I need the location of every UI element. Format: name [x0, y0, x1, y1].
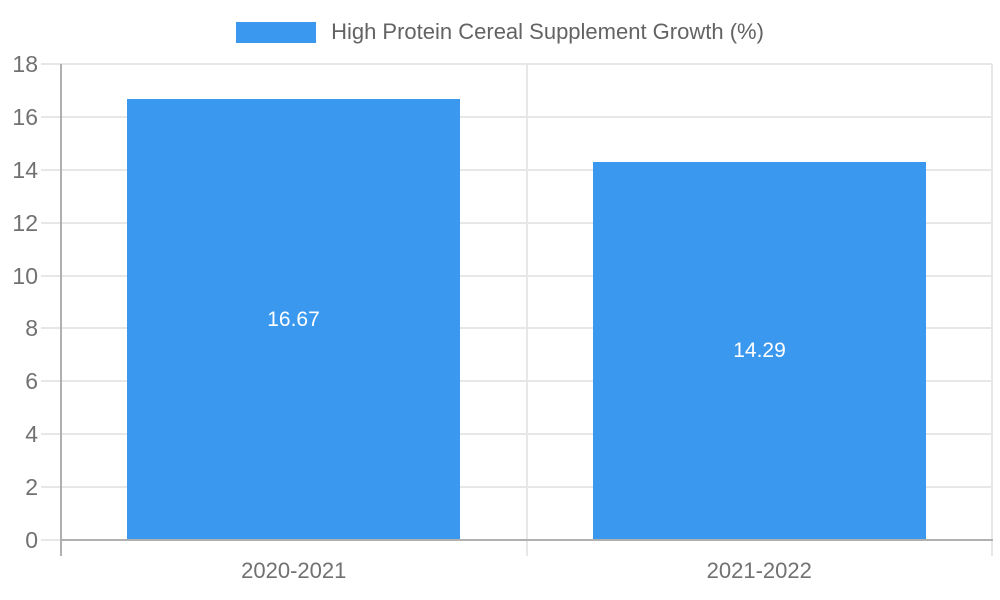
bar-value-label: 16.67	[267, 307, 320, 331]
y-tick	[41, 168, 61, 171]
y-tick	[41, 221, 61, 224]
y-tick	[41, 539, 61, 541]
y-tick	[41, 115, 61, 118]
v-gridline	[525, 64, 528, 556]
legend-swatch	[236, 21, 317, 43]
y-tick	[41, 486, 61, 489]
y-tick-label: 18	[12, 51, 38, 77]
chart-legend: High Protein Cereal Supplement Growth (%…	[0, 18, 1000, 46]
y-tick-label: 2	[25, 474, 38, 501]
bar-2020-2021: 16.67	[127, 99, 460, 540]
y-tick-label: 4	[25, 421, 38, 448]
bar-value-label: 14.29	[733, 339, 786, 363]
y-tick-label: 14	[12, 156, 38, 183]
x-axis-line	[60, 539, 993, 541]
y-axis-line	[60, 64, 62, 556]
y-tick	[41, 327, 61, 330]
legend-label: High Protein Cereal Supplement Growth (%…	[331, 19, 764, 44]
y-tick	[41, 63, 61, 65]
y-tick-label: 10	[12, 262, 38, 289]
x-tick-label: 2020-2021	[241, 558, 347, 583]
y-tick-label: 8	[25, 315, 38, 342]
bar-2021-2022: 14.29	[593, 162, 926, 540]
y-tick	[41, 274, 61, 277]
y-tick-label: 12	[12, 209, 38, 236]
y-tick	[41, 433, 61, 436]
y-tick-label: 16	[12, 103, 38, 130]
x-tick-label: 2021-2022	[706, 558, 812, 583]
v-gridline	[991, 64, 993, 556]
y-tick-label: 6	[25, 368, 38, 395]
y-tick	[41, 380, 61, 383]
y-tick-label: 0	[25, 527, 38, 553]
